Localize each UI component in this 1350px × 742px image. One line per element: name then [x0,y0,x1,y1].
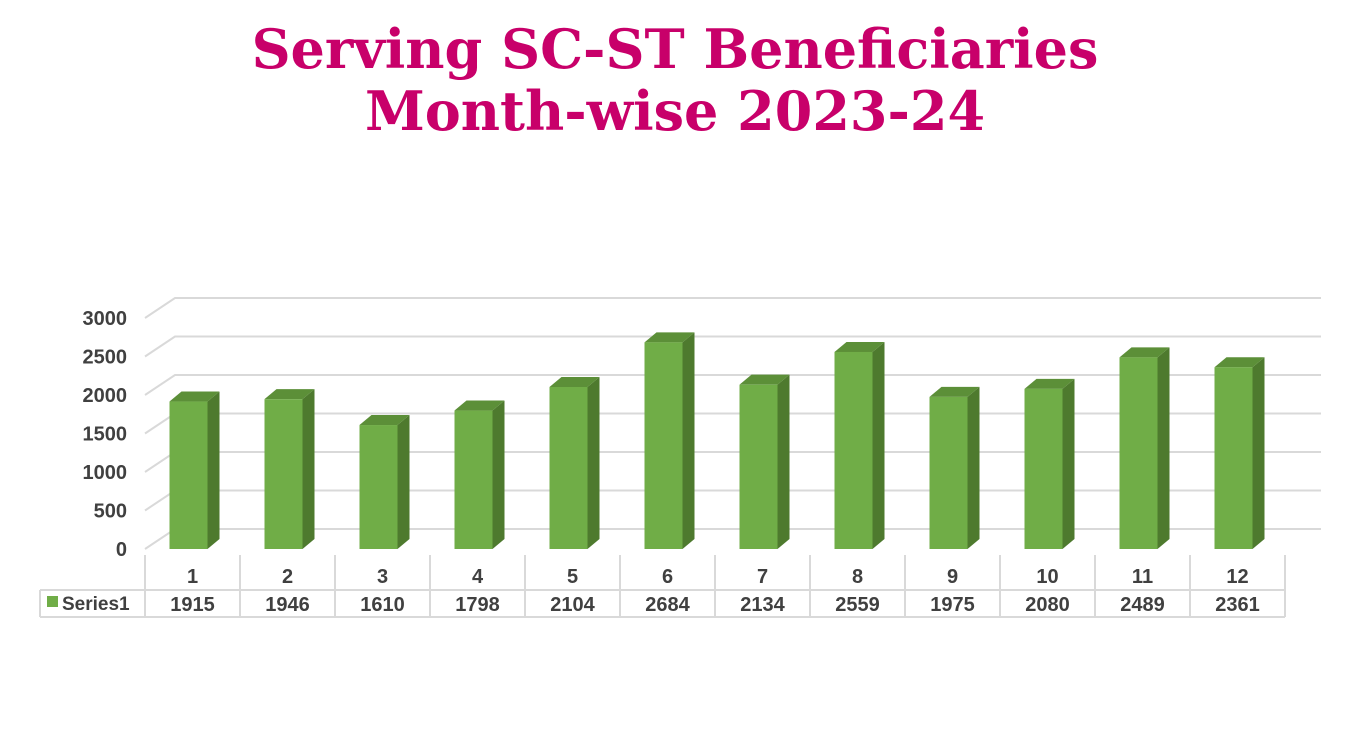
bar [454,400,505,549]
bar-side-face [967,386,980,549]
x-category-label: 11 [1132,566,1153,588]
gridline [144,374,1321,396]
bar [834,341,885,549]
data-table-value: 2684 [645,594,690,616]
legend-key [47,596,58,607]
data-table-value: 2134 [740,594,785,616]
data-table-value: 2489 [1120,594,1165,616]
x-category-label: 9 [947,566,958,588]
bar-side-face [682,332,695,549]
chart-title: Serving SC-ST Beneficiaries Month-wise 2… [0,18,1350,142]
bar [1214,357,1265,549]
bars [169,332,1265,549]
x-category-label: 10 [1036,566,1058,588]
x-category-label: 7 [757,566,768,588]
bar-front-face [1119,357,1158,549]
data-table-value: 2559 [835,594,880,616]
bar-side-face [872,341,885,549]
bar [1024,378,1075,549]
bar [169,391,220,549]
bar-side-face [492,400,505,549]
bar-top-face [739,374,790,385]
bar-front-face [454,410,493,549]
bar-top-face [834,341,885,352]
bar-front-face [834,351,873,549]
bar-side-face [397,415,410,549]
bar [549,376,600,549]
x-category-label: 5 [567,566,578,588]
bar [1119,347,1170,549]
data-table-value: 1915 [170,594,215,616]
y-tick-label: 3000 [83,308,128,330]
bar-top-face [929,386,980,397]
legend-series-label: Series1 [62,594,130,615]
x-category-label: 1 [187,566,198,588]
y-tick-label: 2000 [83,385,128,407]
data-table-value: 1946 [265,594,310,616]
bar-side-face [1062,378,1075,549]
bar-top-face [454,400,505,411]
y-axis-labels: 0 500 1000 1500 2000 2500 3000 [83,308,128,561]
bar-front-face [1214,367,1253,549]
bar-side-face [1157,347,1170,549]
x-category-label: 2 [282,566,293,588]
x-category-label: 3 [377,566,388,588]
bar-top-face [359,415,410,426]
bar-front-face [359,425,398,549]
bar [739,374,790,549]
bar-front-face [549,386,588,549]
bar-top-face [1024,378,1075,389]
bar-side-face [207,391,220,549]
bar-front-face [264,399,303,549]
bar [644,332,695,549]
bar-top-face [169,391,220,402]
gridline [144,335,1321,358]
bar-front-face [739,384,778,549]
bar-front-face [644,342,683,549]
y-tick-label: 1500 [83,424,128,446]
bar-side-face [777,374,790,549]
chart-title-line-2: Month-wise 2023-24 [364,79,986,143]
y-tick-label: 500 [94,501,127,523]
x-category-label: 12 [1226,566,1248,588]
bar-top-face [1214,357,1265,368]
y-tick-label: 2500 [83,347,128,369]
data-table-value: 2104 [550,594,595,616]
data-table-value: 1610 [360,594,405,616]
y-tick-label: 0 [116,539,127,561]
data-table-value: 1798 [455,594,500,616]
bar [929,386,980,549]
bar-top-face [644,332,695,343]
x-category-label: 4 [472,566,484,588]
bar-front-face [929,396,968,549]
x-category-label: 8 [852,566,863,588]
bar-front-face [1024,388,1063,549]
bar-side-face [587,376,600,549]
bar [359,415,410,549]
data-table-value: 1975 [930,594,975,616]
data-table-value: 2361 [1215,594,1260,616]
chart-title-line-1: Serving SC-ST Beneficiaries [251,17,1099,81]
bar-top-face [549,376,600,387]
bar-side-face [1252,357,1265,549]
bar-side-face [302,389,315,549]
data-table: Series1 1 1915 2 1946 3 1610 4 1798 5 2104 6 2684 7 21… [39,555,1286,618]
bar-front-face [169,401,208,549]
x-category-label: 6 [662,566,673,588]
bar-top-face [1119,347,1170,358]
y-tick-label: 1000 [83,462,128,484]
data-table-value: 2080 [1025,594,1070,616]
bar-top-face [264,389,315,400]
gridline [144,297,1321,319]
bar [264,389,315,549]
